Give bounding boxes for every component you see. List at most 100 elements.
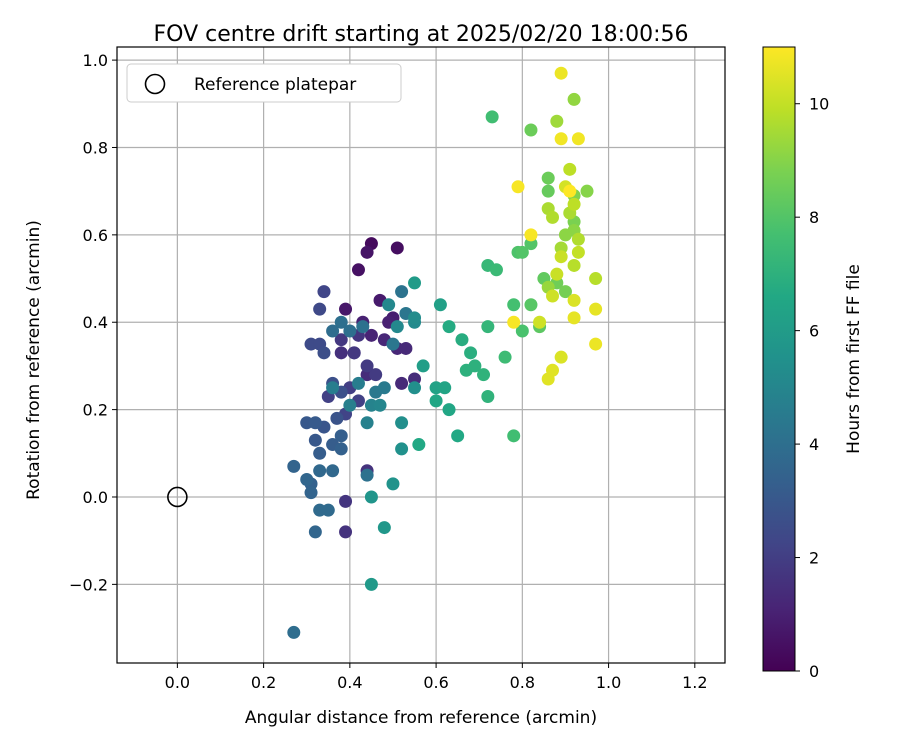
data-point [541,171,555,185]
data-point [442,320,456,334]
data-point [334,333,348,347]
x-axis-ticks: 0.0 0.2 0.4 0.6 0.8 1.0 1.2 [165,663,708,692]
data-point [408,311,422,325]
colorbar-tick-label: 4 [809,435,819,454]
data-point [524,228,538,242]
data-point [364,577,378,591]
data-point [334,346,348,360]
legend-marker [144,73,166,95]
data-point [429,394,443,408]
x-tick-label: 1.0 [596,673,621,692]
data-point [395,416,409,430]
data-point [554,66,568,80]
x-tick-label: 0.4 [337,673,362,692]
reference-marker [167,486,188,508]
data-point [567,311,581,325]
data-point [308,525,322,539]
data-point [343,324,357,338]
data-points [287,66,603,639]
data-point [507,315,521,329]
data-point [533,315,547,329]
data-point [317,285,331,299]
data-point [334,429,348,443]
data-point [390,241,404,255]
data-point [369,368,383,382]
data-point [339,302,353,316]
legend-label: Reference platepar [194,75,356,95]
plot-frame [116,46,726,664]
data-point [313,464,327,478]
data-point [377,521,391,535]
data-point [287,625,301,639]
y-tick-label: 0.2 [83,401,108,420]
data-point [571,132,585,146]
y-tick-label: 0.0 [83,488,108,507]
data-point [455,333,469,347]
data-point [554,350,568,364]
x-tick-label: 0.6 [423,673,448,692]
data-point [589,272,603,286]
data-point [360,245,374,259]
data-point [567,197,581,211]
y-axis-label: Rotation from reference (arcmin) [24,220,44,500]
colorbar-tick-label: 0 [809,662,819,681]
colorbar-ticks: 0 2 4 6 8 10 [795,95,829,681]
data-point [515,324,529,338]
data-point [386,477,400,491]
data-point [408,276,422,290]
data-point [339,494,353,508]
data-point [442,403,456,417]
colorbar-tick-label: 6 [809,322,819,341]
data-point [330,411,344,425]
data-point [481,390,495,404]
data-point [485,110,499,124]
data-point [481,320,495,334]
x-tick-label: 0.0 [165,673,190,692]
data-point [498,350,512,364]
data-point [567,92,581,106]
data-point [550,267,564,281]
data-point [554,132,568,146]
y-axis-ticks: −0.2 0.0 0.2 0.4 0.6 0.8 1.0 [69,51,117,594]
data-point [313,446,327,460]
colorbar [762,46,796,672]
colorbar-label: Hours from first FF file [844,264,864,454]
x-tick-label: 1.2 [682,673,707,692]
data-point [395,285,409,299]
data-point [308,416,322,430]
data-point [464,346,478,360]
data-point [386,337,400,351]
legend-box [126,63,402,103]
data-point [546,210,560,224]
chart-title: FOV centre drift starting at 2025/02/20 … [154,22,689,47]
data-point [438,381,452,395]
colorbar-tick-label: 8 [809,208,819,227]
data-point [524,123,538,137]
data-point [351,263,365,277]
data-point [339,525,353,539]
data-point [360,468,374,482]
data-point [347,346,361,360]
data-point [334,442,348,456]
data-point [313,302,327,316]
x-tick-label: 0.2 [251,673,276,692]
data-point [507,429,521,443]
data-point [356,320,370,334]
data-point [308,433,322,447]
data-point [571,232,585,246]
data-point [326,381,340,395]
data-point [451,429,465,443]
data-point [304,486,318,500]
data-point [563,162,577,176]
data-point [360,359,374,373]
data-point [489,263,503,277]
data-point [589,302,603,316]
data-point [546,363,560,377]
data-point [300,473,314,487]
data-point [395,376,409,390]
colorbar-tick-label: 2 [809,549,819,568]
data-point [567,258,581,272]
data-point [567,293,581,307]
data-point [408,381,422,395]
data-point [554,250,568,264]
